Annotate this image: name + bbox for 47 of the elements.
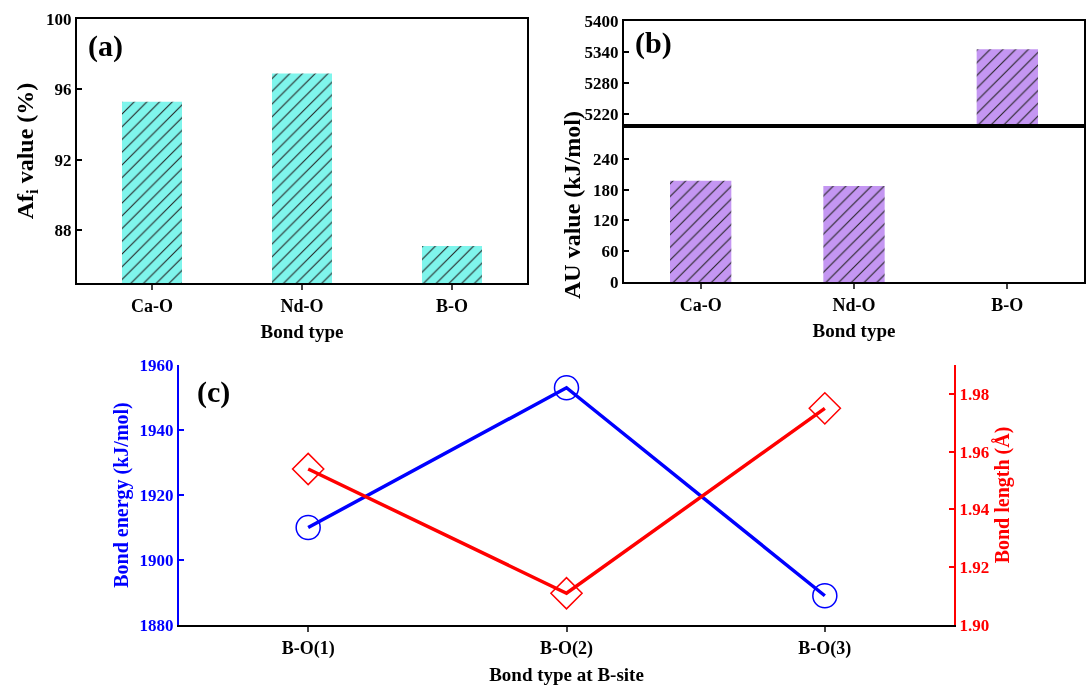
x-tick-label: Nd-O	[832, 294, 876, 315]
point	[553, 375, 580, 401]
y-tick-label: 0	[610, 272, 619, 292]
y2-tick-label: 1.90	[959, 615, 990, 635]
x-tick-label: B-O(3)	[798, 637, 852, 659]
y-tick-label: 5220	[584, 104, 619, 124]
point	[812, 583, 838, 609]
y-tick-label: 1880	[139, 615, 174, 635]
annotation: (b)	[635, 26, 672, 60]
y-tick-label: 1900	[139, 550, 174, 570]
x-tick-label: Ca-O	[679, 294, 722, 315]
y-tick-label: 96	[54, 80, 72, 100]
x-tick-label: Ca-O	[131, 295, 173, 316]
point	[808, 391, 842, 425]
x-tick-label: B-O	[435, 295, 469, 316]
annotation: (c)	[197, 375, 231, 409]
y-tick-label: 5280	[584, 73, 619, 93]
y-tick-label: 92	[54, 150, 72, 170]
y-tick-label: 5400	[584, 11, 619, 31]
annotation: (a)	[88, 29, 123, 63]
point	[291, 452, 325, 486]
y-tick-label: 1960	[139, 355, 174, 375]
x-axis-title: Bond type	[260, 320, 344, 342]
y-tick-label: 60	[601, 242, 619, 262]
x-axis-title: Bond type at B-site	[489, 663, 644, 685]
x-tick-label: Nd-O	[280, 295, 324, 316]
y-axis-title: Bond energy (kJ/mol)	[109, 402, 133, 588]
point	[295, 514, 321, 541]
x-tick-label: B-O(1)	[281, 637, 335, 659]
y2-tick-label: 1.96	[959, 442, 990, 462]
x-tick-label: B-O	[991, 294, 1024, 315]
y2-tick-label: 1.92	[959, 558, 990, 578]
y-tick-label: 240	[593, 149, 619, 169]
x-axis-title: Bond type	[812, 319, 896, 341]
y-tick-label: 5340	[584, 42, 619, 62]
y-tick-label: 120	[593, 211, 619, 231]
point	[550, 576, 583, 610]
y-tick-label: 88	[54, 221, 72, 241]
y2-tick-label: 1.94	[959, 500, 990, 520]
y-tick-label: 180	[593, 180, 619, 200]
y-axis-title: AU value (kJ/mol)	[558, 111, 585, 299]
y-tick-label: 100	[46, 9, 72, 29]
x-tick-label: B-O(2)	[540, 637, 593, 659]
y-tick-label: 1920	[139, 485, 174, 505]
y2-axis-title: Bond length (Å)	[990, 426, 1014, 564]
y2-tick-label: 1.98	[959, 384, 990, 404]
y-tick-label: 1940	[139, 420, 174, 440]
